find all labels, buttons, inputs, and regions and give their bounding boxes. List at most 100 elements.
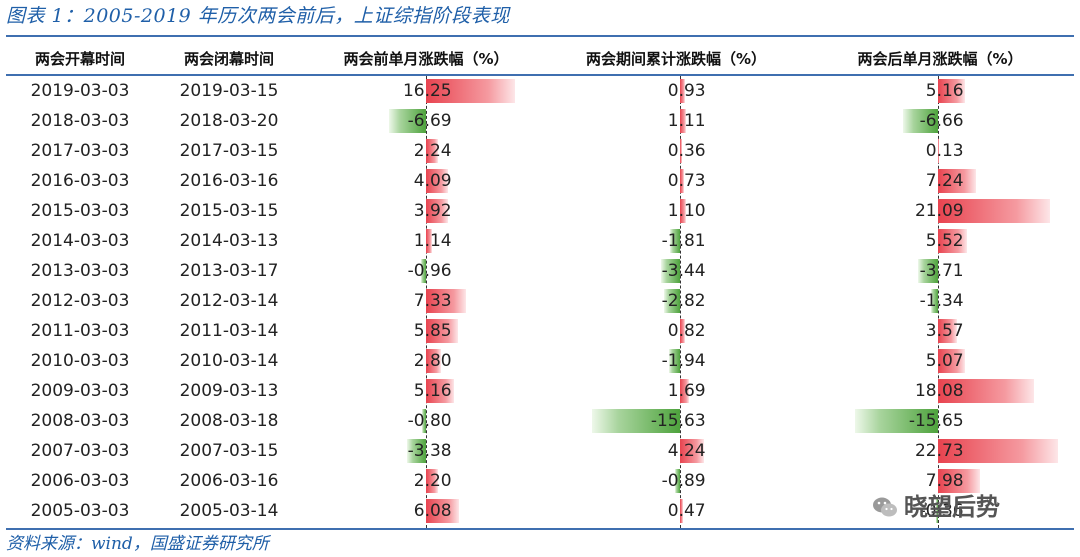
post-change-value: 7.98 [925, 471, 964, 491]
during-change-bar [664, 289, 680, 313]
header-post-change: 两会后单月涨跌幅（%） [857, 50, 1023, 68]
post-change-bar [938, 349, 965, 373]
close-date-cell: 2018-03-20 [179, 111, 279, 131]
open-date-cell: 2017-03-03 [30, 141, 130, 161]
during-zero-axis [680, 76, 681, 528]
post-change-bar [938, 139, 939, 163]
close-date-cell: 2010-03-14 [179, 351, 279, 371]
pre-change-bar [426, 499, 460, 523]
open-date-cell: 2015-03-03 [30, 201, 130, 221]
table-row: 2015-03-03 2015-03-15 3.92 1.10 21.09 [6, 196, 1074, 226]
open-date-cell: 2005-03-03 [30, 501, 130, 521]
during-change-value: 1.10 [667, 201, 706, 221]
during-change-value: 4.24 [667, 441, 706, 461]
during-change-bar [680, 439, 704, 463]
post-change-value: 21.09 [914, 201, 964, 221]
post-change-value: -3.71 [919, 261, 964, 281]
pre-change-bar [426, 169, 449, 193]
pre-change-value: 6.08 [413, 501, 452, 521]
post-change-value: 7.24 [925, 171, 964, 191]
pre-change-value: 2.20 [413, 471, 452, 491]
post-change-value: -6.66 [919, 111, 964, 131]
post-change-bar [938, 199, 1050, 223]
close-date-cell: 2005-03-14 [179, 501, 279, 521]
open-date-cell: 2008-03-03 [30, 411, 130, 431]
during-change-bar [680, 379, 690, 403]
during-change-bar [680, 499, 683, 523]
table-row: 2013-03-03 2013-03-17 -0.96 -3.44 -3.71 [6, 256, 1074, 286]
open-date-cell: 2007-03-03 [30, 441, 130, 461]
during-change-value: 1.11 [667, 111, 706, 131]
post-change-value: 5.52 [925, 231, 964, 251]
header-close-date: 两会闭幕时间 [183, 50, 274, 68]
pre-change-bar [426, 379, 455, 403]
post-change-value: 3.57 [925, 321, 964, 341]
post-change-bar [938, 379, 1034, 403]
post-change-value: -15.65 [908, 411, 964, 431]
during-change-value: 0.47 [667, 501, 706, 521]
pre-change-bar [426, 469, 439, 493]
pre-change-bar [389, 109, 426, 133]
close-date-cell: 2007-03-15 [179, 441, 279, 461]
post-change-bar [918, 259, 938, 283]
open-date-cell: 2016-03-03 [30, 171, 130, 191]
open-date-cell: 2018-03-03 [30, 111, 130, 131]
watermark: 晓望后势 [873, 490, 1000, 524]
pre-change-bar [426, 289, 467, 313]
during-change-value: -15.63 [650, 411, 706, 431]
close-date-cell: 2008-03-18 [179, 411, 279, 431]
close-date-cell: 2006-03-16 [179, 471, 279, 491]
during-change-bar [669, 229, 680, 253]
table-row: 2006-03-03 2006-03-16 2.20 -0.89 7.98 [6, 466, 1074, 496]
table-row: 2008-03-03 2008-03-18 -0.80 -15.63 -15.65 [6, 406, 1074, 436]
post-change-bar [936, 499, 938, 523]
pre-change-value: 2.24 [413, 141, 452, 161]
post-change-bar [938, 439, 1059, 463]
pre-change-value: -6.69 [407, 111, 452, 131]
during-change-value: 1.69 [667, 381, 706, 401]
pre-change-bar [407, 439, 426, 463]
header-during-change: 两会期间累计涨跌幅（%） [585, 50, 767, 68]
table-header-rule [6, 74, 1074, 76]
post-change-value: -0.36 [919, 501, 964, 521]
during-change-value: -1.94 [661, 351, 706, 371]
during-change-bar [660, 259, 680, 283]
pre-change-bar [426, 229, 433, 253]
post-change-bar [938, 79, 966, 103]
close-date-cell: 2015-03-15 [179, 201, 279, 221]
post-change-value: 5.07 [925, 351, 964, 371]
wechat-icon [873, 497, 897, 517]
pre-change-bar [420, 259, 426, 283]
header-open-date: 两会开幕时间 [34, 50, 125, 68]
pre-change-value: 1.14 [413, 231, 452, 251]
pre-change-value: 4.09 [413, 171, 452, 191]
pre-change-value: 2.80 [413, 351, 452, 371]
during-change-value: -2.82 [661, 291, 706, 311]
source-note: 资料来源：wind，国盛证券研究所 [6, 534, 269, 554]
table-row: 2018-03-03 2018-03-20 -6.69 1.11 -6.66 [6, 106, 1074, 136]
pre-change-value: 5.16 [413, 381, 452, 401]
open-date-cell: 2012-03-03 [30, 291, 130, 311]
table-row: 2019-03-03 2019-03-15 16.25 0.93 5.16 [6, 76, 1074, 106]
post-change-bar [938, 169, 977, 193]
table-row: 2007-03-03 2007-03-15 -3.38 4.24 22.73 [6, 436, 1074, 466]
post-change-bar [938, 229, 968, 253]
pre-change-value: 3.92 [413, 201, 452, 221]
pre-change-value: -0.80 [407, 411, 452, 431]
figure-title: 图表 1：2005-2019 年历次两会前后，上证综指阶段表现 [6, 5, 510, 27]
pre-change-bar [421, 409, 426, 433]
pre-change-bar [426, 349, 442, 373]
close-date-cell: 2019-03-15 [179, 81, 279, 101]
post-change-value: -1.34 [919, 291, 964, 311]
header-pre-change: 两会前单月涨跌幅（%） [343, 50, 509, 68]
during-change-value: 0.36 [667, 141, 706, 161]
pre-change-value: -3.38 [407, 441, 452, 461]
pre-change-bar [426, 79, 516, 103]
pre-change-bar [426, 199, 448, 223]
close-date-cell: 2016-03-16 [179, 171, 279, 191]
during-change-bar [680, 79, 686, 103]
during-change-bar [592, 409, 680, 433]
post-zero-axis [938, 76, 939, 528]
post-change-value: 0.13 [925, 141, 964, 161]
during-change-bar [680, 199, 687, 223]
